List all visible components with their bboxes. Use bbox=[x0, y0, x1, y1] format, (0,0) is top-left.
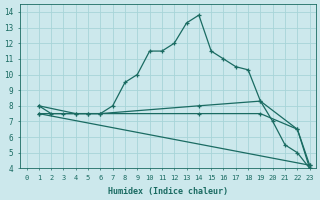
X-axis label: Humidex (Indice chaleur): Humidex (Indice chaleur) bbox=[108, 187, 228, 196]
